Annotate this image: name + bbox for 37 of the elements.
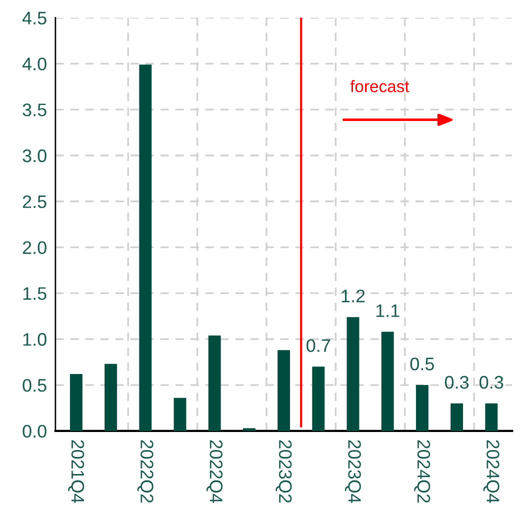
x-tick-label: 2024Q4 — [483, 440, 500, 504]
data-label: 0.3 — [444, 376, 469, 389]
bar — [278, 350, 290, 431]
x-tick-label: 2023Q2 — [276, 440, 292, 503]
bar — [70, 374, 82, 431]
x-tick-label: 2024Q2 — [414, 440, 430, 503]
bar — [381, 332, 394, 431]
bar — [485, 403, 498, 431]
bar — [104, 364, 118, 431]
y-tick-label: 0.0 — [22, 424, 46, 438]
x-tick-label: 2022Q2 — [137, 440, 154, 503]
data-label: 1.1 — [376, 304, 400, 317]
bar — [174, 398, 186, 431]
x-tick-label: 2022Q4 — [206, 440, 223, 504]
data-label: 0.7 — [306, 339, 330, 352]
bar — [208, 335, 221, 431]
y-tick-label: 1.5 — [23, 287, 46, 300]
y-tick-label: 0.5 — [22, 378, 46, 392]
y-tick-label: 2.5 — [22, 195, 46, 208]
y-tick-label: 1.0 — [23, 333, 46, 346]
y-tick-label: 3.5 — [22, 104, 46, 116]
y-tick-label: 3.0 — [22, 149, 46, 162]
y-tick-label: 4.0 — [22, 58, 46, 70]
data-label: 0.5 — [410, 358, 434, 370]
y-tick-label: 4.5 — [22, 12, 46, 24]
y-tick-label: 2.0 — [22, 241, 46, 254]
bar — [312, 366, 325, 431]
bar — [450, 403, 464, 431]
annotation: forecast — [350, 80, 410, 92]
x-tick-label: 2021Q4 — [68, 440, 84, 504]
bar — [416, 385, 428, 431]
bar — [139, 64, 152, 431]
x-tick-label: 2023Q4 — [344, 440, 361, 504]
data-label: 1.2 — [342, 290, 365, 302]
bar — [242, 428, 256, 431]
data-label: 0.3 — [480, 376, 504, 389]
bar — [346, 317, 360, 431]
